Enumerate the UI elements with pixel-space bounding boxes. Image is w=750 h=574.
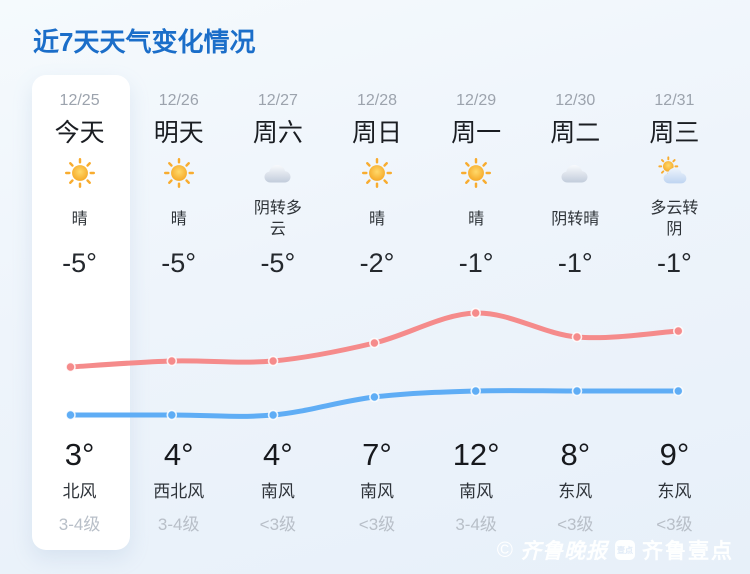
wind-direction: 北风 bbox=[62, 481, 97, 501]
sunny-icon bbox=[129, 153, 228, 193]
day-date: 12/28 bbox=[356, 92, 398, 109]
day-column-12/28[interactable]: 12/28 周日 晴 -2° 7° 南风 <3级 bbox=[327, 75, 426, 550]
page-title: 近7天天气变化情况 bbox=[33, 27, 256, 57]
wind-level: 3-4级 bbox=[58, 514, 101, 534]
condition-label: 多云转阴 bbox=[650, 200, 699, 238]
cloudy-icon bbox=[228, 153, 327, 193]
watermark: © 齐鲁晚报 壹点 齐鲁壹点 bbox=[497, 536, 734, 564]
wind-level: 3-4级 bbox=[157, 514, 200, 534]
day-date: 12/29 bbox=[456, 92, 497, 109]
sunny-icon bbox=[30, 153, 129, 193]
wind-direction: 西北风 bbox=[153, 481, 205, 501]
high-temp: 9° bbox=[659, 437, 690, 472]
sunny-icon bbox=[327, 153, 426, 193]
wind-level: <3级 bbox=[557, 514, 594, 534]
condition-label: 晴 bbox=[71, 210, 88, 228]
wind-level: <3级 bbox=[656, 514, 693, 534]
high-temp: 4° bbox=[263, 437, 293, 472]
day-column-12/27[interactable]: 12/27 周六 阴转多云 -5° 4° 南风 <3级 bbox=[228, 75, 327, 550]
day-column-12/30[interactable]: 12/30 周二 阴转晴 -1° 8° 东风 <3级 bbox=[526, 75, 625, 550]
low-temp: -1° bbox=[657, 247, 692, 278]
high-temp: 3° bbox=[64, 437, 95, 472]
day-date: 12/26 bbox=[158, 92, 199, 109]
low-temp: -2° bbox=[359, 247, 395, 278]
wind-direction: 南风 bbox=[260, 481, 295, 501]
low-temp: -5° bbox=[161, 247, 197, 278]
condition-row: 晴 bbox=[30, 195, 129, 243]
day-name: 明天 bbox=[153, 119, 204, 147]
high-temp: 12° bbox=[452, 437, 500, 472]
low-temp: -5° bbox=[62, 247, 97, 278]
low-temp: -1° bbox=[557, 247, 593, 278]
day-column-12/26[interactable]: 12/26 明天 晴 -5° 4° 西北风 3-4级 bbox=[129, 75, 228, 550]
condition-label: 阴转多云 bbox=[253, 200, 302, 238]
day-name: 周三 bbox=[649, 119, 700, 147]
wind-level: <3级 bbox=[358, 514, 396, 534]
condition-row: 晴 bbox=[427, 195, 526, 243]
cloudy-icon bbox=[526, 153, 625, 193]
day-name: 今天 bbox=[54, 119, 105, 147]
yidian-badge-icon: 壹点 bbox=[615, 540, 635, 560]
condition-row: 阴转晴 bbox=[526, 195, 625, 243]
day-name: 周日 bbox=[351, 119, 402, 147]
day-date: 12/30 bbox=[555, 92, 596, 109]
day-date: 12/31 bbox=[654, 92, 695, 109]
wind-direction: 南风 bbox=[459, 481, 494, 501]
high-temp: 7° bbox=[362, 437, 392, 472]
day-name: 周六 bbox=[252, 119, 303, 147]
day-column-12/29[interactable]: 12/29 周一 晴 -1° 12° 南风 3-4级 bbox=[427, 75, 526, 550]
condition-row: 阴转多云 bbox=[228, 195, 327, 243]
low-temp: -1° bbox=[458, 247, 494, 278]
day-name: 周二 bbox=[550, 119, 601, 147]
sunny-icon bbox=[427, 153, 526, 193]
condition-row: 多云转阴 bbox=[625, 195, 724, 243]
partly-cloudy-icon bbox=[625, 153, 724, 193]
high-temp: 8° bbox=[560, 437, 591, 472]
condition-label: 晴 bbox=[368, 210, 385, 228]
high-temp: 4° bbox=[163, 437, 194, 472]
condition-row: 晴 bbox=[129, 195, 228, 243]
wind-level: <3级 bbox=[259, 514, 297, 534]
low-temp: -5° bbox=[260, 247, 296, 278]
condition-label: 晴 bbox=[170, 210, 187, 228]
day-name: 周一 bbox=[451, 119, 502, 147]
qilu-evening-news-label: 齐鲁晚报 bbox=[520, 539, 608, 563]
day-columns: 12/25 今天 晴 -5° 3° 北风 3-4级 12/26 明天 晴 -5°… bbox=[30, 75, 724, 550]
qilu-yidian-label: 齐鲁壹点 bbox=[642, 540, 734, 563]
condition-label: 阴转晴 bbox=[551, 210, 600, 228]
day-date: 12/27 bbox=[257, 92, 298, 109]
wind-direction: 南风 bbox=[359, 481, 394, 501]
wind-level: 3-4级 bbox=[455, 514, 497, 534]
condition-row: 晴 bbox=[327, 195, 426, 243]
copyright-icon: © bbox=[496, 537, 513, 562]
day-column-today[interactable]: 12/25 今天 晴 -5° 3° 北风 3-4级 bbox=[30, 75, 129, 550]
wind-direction: 东风 bbox=[558, 481, 593, 501]
condition-label: 晴 bbox=[468, 210, 485, 228]
day-date: 12/25 bbox=[59, 92, 100, 109]
wind-direction: 东风 bbox=[657, 481, 692, 501]
day-column-12/31[interactable]: 12/31 周三 多云转阴 -1° 9° 东风 <3级 bbox=[625, 75, 724, 550]
